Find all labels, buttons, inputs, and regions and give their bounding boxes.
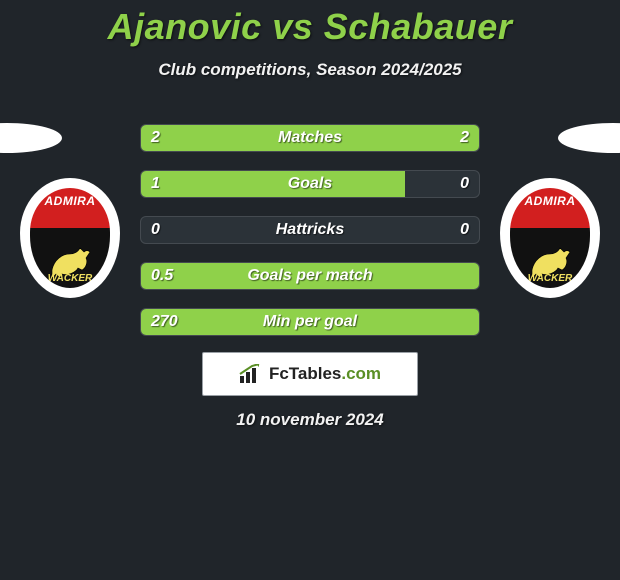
stat-value-right: 0 xyxy=(460,171,469,197)
brand-domain: .com xyxy=(341,364,381,383)
stat-label: Min per goal xyxy=(141,309,479,335)
comparison-card: Ajanovic vs Schabauer Club competitions,… xyxy=(0,0,620,580)
club-badge-right: ADMIRA WACKER xyxy=(500,178,600,298)
club-badge-left: ADMIRA WACKER xyxy=(20,178,120,298)
club-badge-right-top: ADMIRA xyxy=(510,188,590,228)
stat-label: Hattricks xyxy=(141,217,479,243)
club-badge-left-top: ADMIRA xyxy=(30,188,110,228)
club-badge-right-bottom: WACKER xyxy=(510,228,590,288)
stat-value-right: 0 xyxy=(460,217,469,243)
brand-text: FcTables.com xyxy=(269,364,381,384)
stat-label: Matches xyxy=(141,125,479,151)
subtitle: Club competitions, Season 2024/2025 xyxy=(0,60,620,80)
page-title: Ajanovic vs Schabauer xyxy=(0,0,620,48)
date-line: 10 november 2024 xyxy=(0,410,620,430)
club-badge-left-bottom: WACKER xyxy=(30,228,110,288)
brand-name: FcTables xyxy=(269,364,341,383)
stat-row: 270 Min per goal xyxy=(140,308,480,336)
brand-panel: FcTables.com xyxy=(202,352,418,396)
stat-row: 1 Goals 0 xyxy=(140,170,480,198)
stat-label: Goals per match xyxy=(141,263,479,289)
decoration-ellipse-right xyxy=(558,123,620,153)
stat-label: Goals xyxy=(141,171,479,197)
decoration-ellipse-left xyxy=(0,123,62,153)
chart-icon xyxy=(239,364,263,384)
stat-row: 2 Matches 2 xyxy=(140,124,480,152)
stat-row: 0.5 Goals per match xyxy=(140,262,480,290)
stat-value-right: 2 xyxy=(460,125,469,151)
stat-row: 0 Hattricks 0 xyxy=(140,216,480,244)
stat-rows: 2 Matches 2 1 Goals 0 0 Hattricks 0 0.5 … xyxy=(140,124,480,354)
